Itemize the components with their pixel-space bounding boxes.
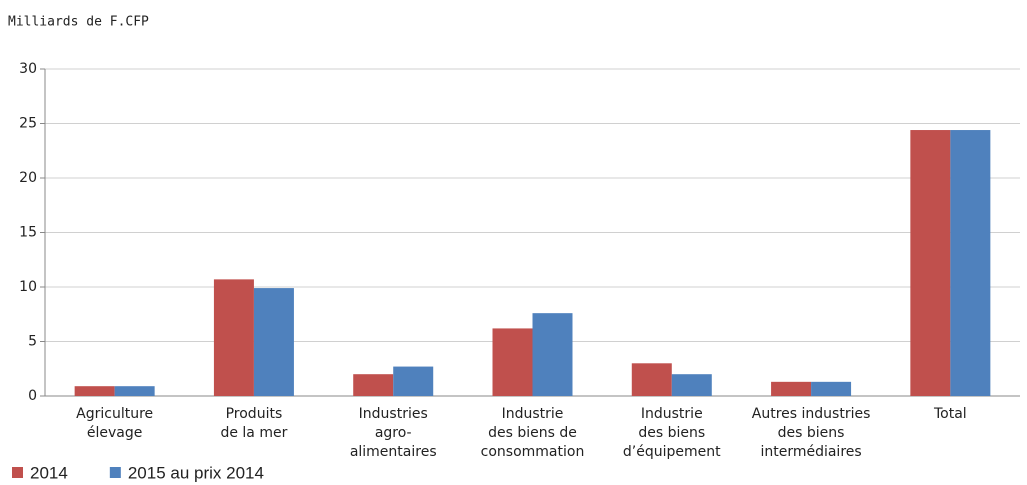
legend-swatch (109, 467, 121, 478)
x-tick-label: Produits de la mer (220, 406, 287, 441)
y-tick-label: 15 (19, 225, 37, 241)
x-tick-label-line: alimentaires (350, 444, 437, 460)
y-tick-label: 0 (28, 388, 37, 404)
y-tick-label: 30 (19, 61, 37, 77)
x-tick-label-line: élevage (87, 425, 142, 441)
x-tick-label-line: agro- (375, 425, 412, 441)
bar (910, 130, 951, 397)
x-tick-label-line: consommation (481, 444, 585, 460)
y-tick-label: 25 (19, 116, 37, 132)
x-tick-label-line: Produits (226, 406, 283, 422)
x-tick-label-line: d’équipement (623, 444, 721, 460)
x-tick-label-line: intermédiaires (760, 444, 861, 460)
bar (771, 381, 812, 396)
bar (253, 288, 294, 396)
legend-label: 2015 au prix 2014 (128, 463, 264, 482)
legend-swatch (12, 467, 23, 478)
chart-title: Milliards de F.CFP (8, 15, 149, 30)
bar (353, 374, 394, 396)
y-tick-label: 20 (19, 170, 37, 186)
x-tick-label-line: Industrie (641, 406, 703, 422)
x-tick-label: Agriculture élevage (76, 406, 153, 441)
x-tick-label: Industrie des biens d’équipement (623, 406, 721, 460)
bar (811, 381, 852, 396)
x-tick-label-line: des biens (778, 425, 845, 441)
bar (74, 386, 115, 396)
y-tick-label: 10 (19, 279, 37, 295)
x-tick-label-line: des biens (638, 425, 705, 441)
y-tick-label: 5 (28, 334, 37, 350)
bar (213, 279, 254, 396)
x-tick-label-line: Industries (359, 406, 428, 422)
x-tick-label: Autres industries des biens intermédiaires (752, 406, 871, 460)
bar (114, 386, 155, 396)
bar (532, 313, 573, 396)
x-tick-label-line: Agriculture (76, 406, 153, 422)
x-tick-label: Total (933, 406, 967, 422)
x-tick-label: Industrie des biens de consommation (481, 406, 585, 460)
legend-label: 2014 (30, 463, 68, 482)
bar (671, 374, 712, 396)
bar (950, 130, 991, 397)
x-tick-label-line: Autres industries (752, 406, 871, 422)
x-tick-label-line: de la mer (220, 425, 287, 441)
x-tick-label-line: Total (933, 406, 967, 422)
x-tick-label-line: Industrie (502, 406, 564, 422)
x-tick-label: Industries agro-alimentaires (350, 406, 437, 460)
bar (631, 363, 672, 396)
x-tick-label-line: des biens de (488, 425, 577, 441)
bar (393, 366, 434, 396)
bar (492, 328, 533, 396)
